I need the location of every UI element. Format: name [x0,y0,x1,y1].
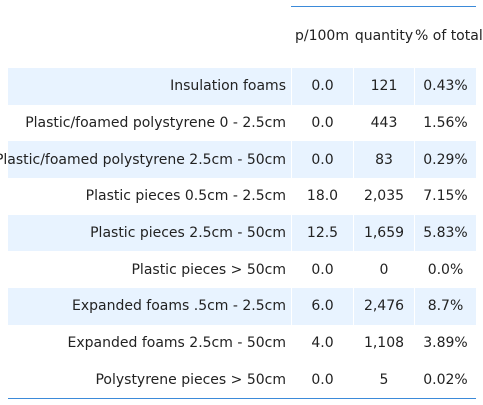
cell-p100m: 12.5 [291,214,353,252]
cell-p100m: 0.0 [291,251,353,289]
row-label: Plastic pieces 0.5cm - 2.5cm [85,188,286,205]
cell-percent: 8.7% [414,288,476,325]
row-label: Plastic pieces > 50cm [131,261,286,278]
cell-quantity: 0 [353,251,414,289]
cell-p100m: 18.0 [291,178,353,215]
cell-p100m: 0.0 [291,104,353,142]
cell-quantity: 2,476 [353,288,414,325]
cell-p100m: 0.0 [291,68,353,105]
row-label: Expanded foams .5cm - 2.5cm [71,298,286,315]
row-label: Plastic/foamed polystyrene 0 - 2.5cm [25,115,286,132]
table-row: Expanded foams 2.5cm - 50cm 4.0 1,108 3.… [8,324,476,362]
cell-quantity: 5 [353,361,414,399]
table-row: Plastic/foamed polystyrene 0 - 2.5cm 0.0… [8,104,476,142]
table-row: Plastic pieces 2.5cm - 50cm 12.5 1,659 5… [8,214,476,252]
table-row: Insulation foams 0.0 121 0.43% [8,68,476,105]
row-label: Plastic/foamed polystyrene 2.5cm - 50cm [0,151,286,168]
row-label: Expanded foams 2.5cm - 50cm [67,335,286,352]
table-row: Plastic pieces 0.5cm - 2.5cm 18.0 2,035 … [8,178,476,215]
cell-quantity: 443 [353,104,414,142]
cell-quantity: 1,108 [353,324,414,362]
table-row: Plastic/foamed polystyrene 2.5cm - 50cm … [0,141,476,179]
column-header-percent: % of total [415,28,483,44]
cell-p100m: 0.0 [291,361,353,399]
cell-p100m: 4.0 [291,324,353,362]
column-header-p100m: p/100m [295,28,349,44]
cell-percent: 0.0% [414,251,476,289]
cell-percent: 1.56% [414,104,476,142]
column-header-quantity: quantity [354,28,414,44]
cell-percent: 0.43% [414,68,476,105]
cell-percent: 7.15% [414,178,476,215]
table-row: Plastic pieces > 50cm 0.0 0 0.0% [8,251,476,289]
table-top-rule [291,6,476,7]
cell-quantity: 121 [353,68,414,105]
cell-percent: 0.02% [414,361,476,399]
cell-quantity: 1,659 [353,214,414,252]
row-label: Plastic pieces 2.5cm - 50cm [90,225,286,242]
row-label: Insulation foams [170,78,286,95]
cell-p100m: 6.0 [291,288,353,325]
table-bottom-rule [8,398,476,399]
table-header: p/100m quantity % of total [291,28,483,48]
table-body: Insulation foams 0.0 121 0.43% Plastic/f… [0,68,476,399]
cell-percent: 5.83% [414,214,476,252]
row-label: Polystyrene pieces > 50cm [95,371,286,388]
table-row: Expanded foams .5cm - 2.5cm 6.0 2,476 8.… [8,288,476,325]
cell-quantity: 2,035 [353,178,414,215]
cell-percent: 0.29% [414,141,476,179]
cell-percent: 3.89% [414,324,476,362]
table-row: Polystyrene pieces > 50cm 0.0 5 0.02% [8,361,476,399]
cell-quantity: 83 [353,141,414,179]
cell-p100m: 0.0 [291,141,353,179]
